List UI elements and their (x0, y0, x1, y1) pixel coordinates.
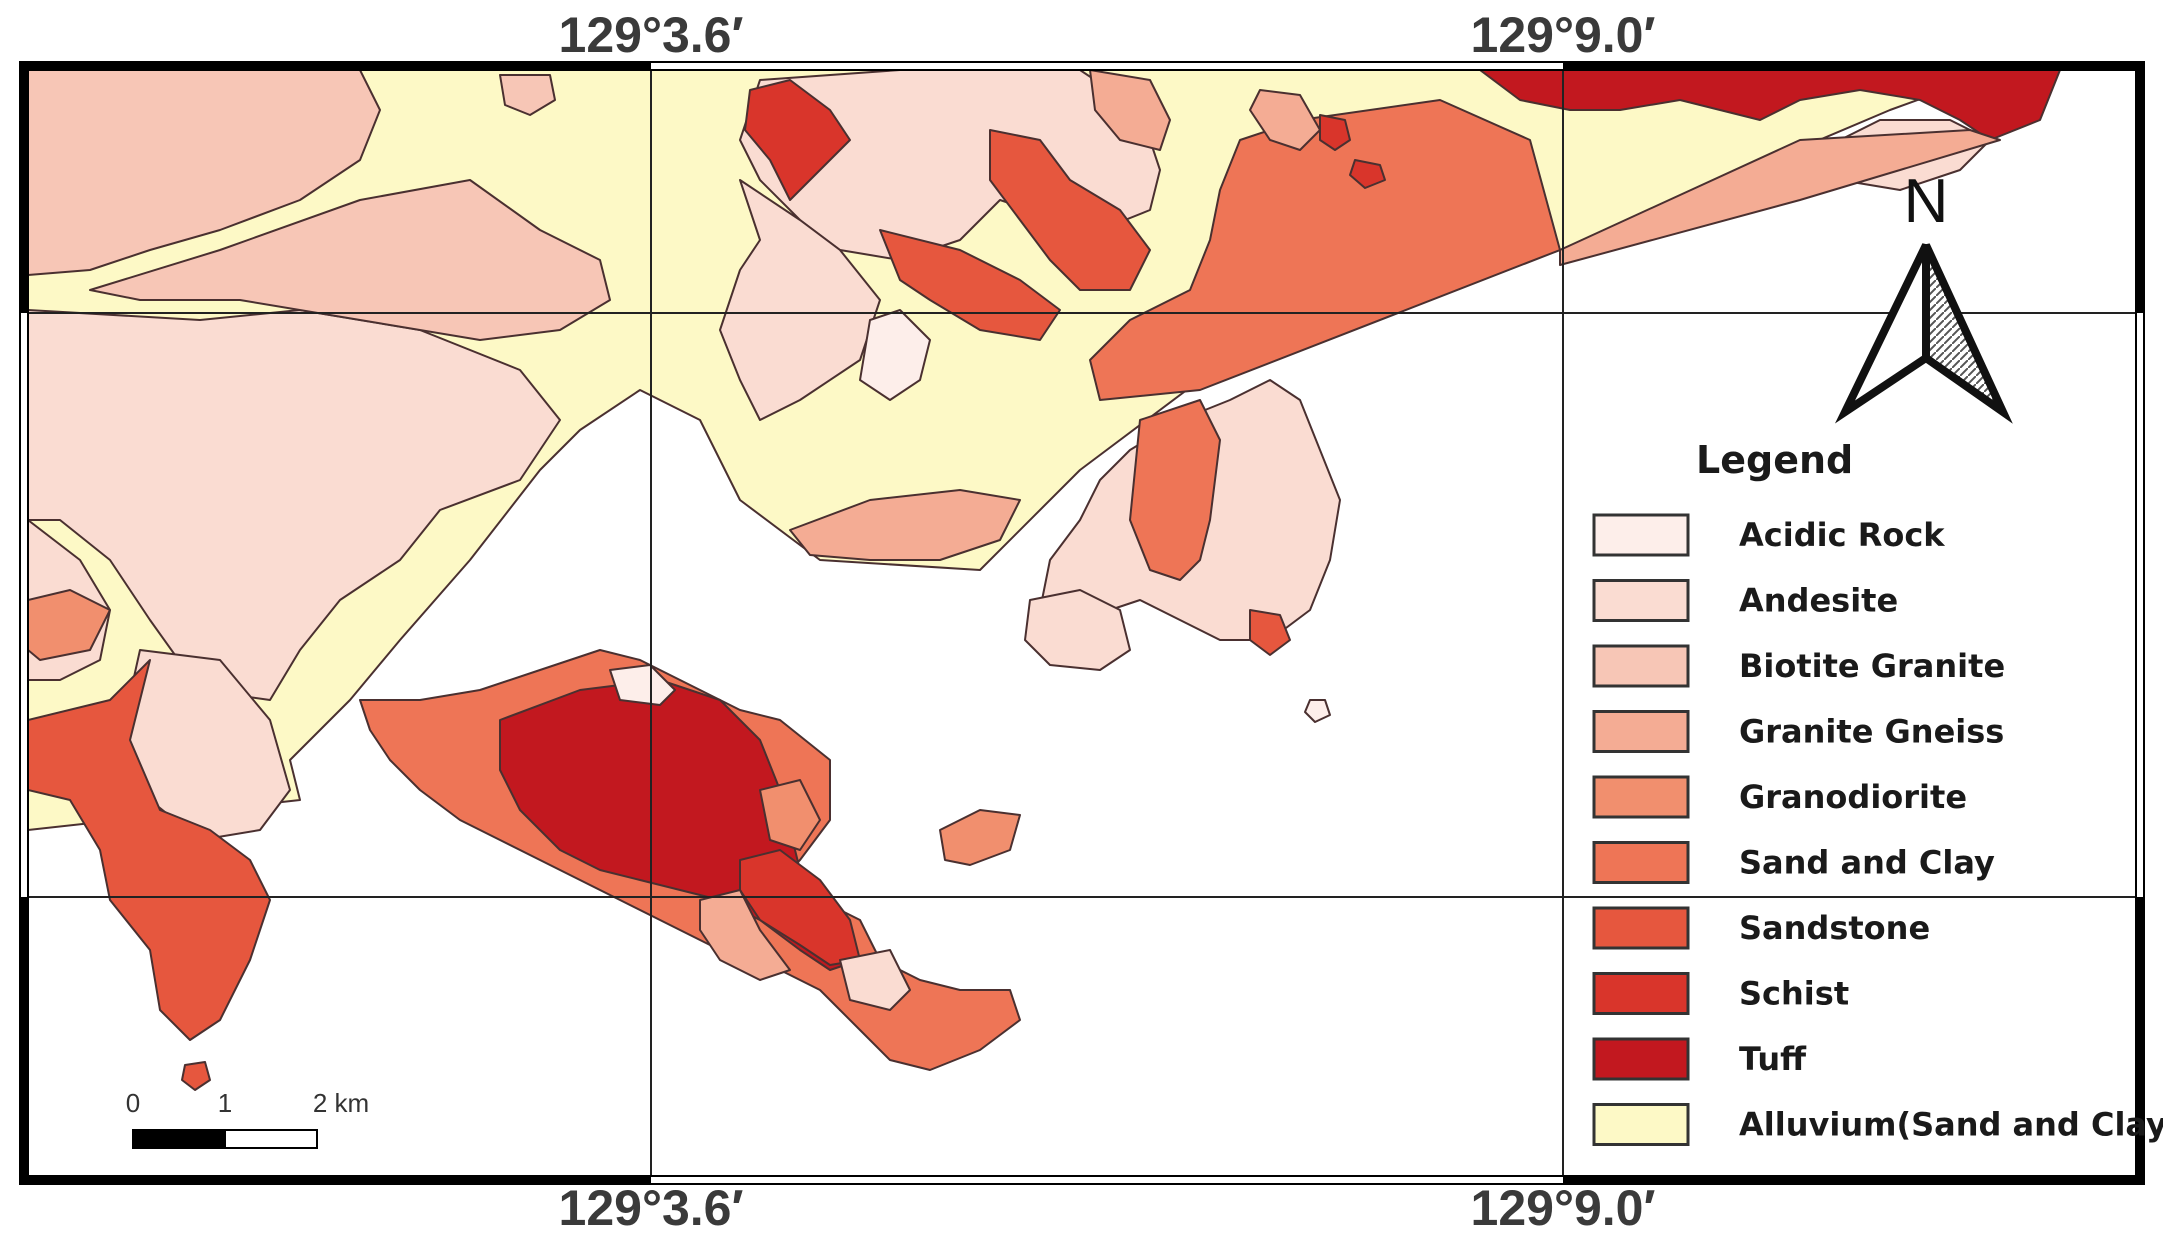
scale-tick-0: 0 (126, 1088, 140, 1118)
scale-segment-white (224, 1129, 318, 1149)
legend-label: Granodiorite (1739, 778, 1967, 816)
legend-title: Legend (1696, 438, 1853, 482)
legend-swatch (1592, 775, 1690, 819)
legend: Legend Acidic Rock Andesite Biotite Granit… (1592, 438, 2163, 1146)
legend-swatch (1592, 710, 1690, 753)
sand-clay-diagonal (1089, 99, 1561, 401)
biotite-granite-small (499, 74, 556, 116)
legend-label: Tuff (1739, 1040, 1807, 1078)
granodiorite-island (759, 779, 821, 851)
granite-gneiss-east (789, 489, 1021, 561)
sandstone-sw-peninsula (28, 659, 271, 1041)
granodiorite-sw (28, 589, 111, 661)
legend-label: Acidic Rock (1739, 516, 1945, 554)
biotite-ne-strip (1559, 129, 2001, 266)
andesite-north-central2 (719, 179, 881, 421)
legend-swatch (1592, 579, 1690, 622)
scale-tick-2: 2 km (313, 1088, 369, 1118)
coord-top-right: 129°9.0′ (1471, 7, 1656, 63)
legend-label: Alluvium(Sand and Clay) (1739, 1106, 2163, 1144)
schist-ne2 (1349, 159, 1386, 189)
andesite-island-tail (839, 949, 911, 1011)
legend-label: Granite Gneiss (1739, 713, 2004, 751)
acidic-island (609, 664, 676, 706)
island-small1 (939, 809, 1021, 866)
andesite-east-island (1024, 589, 1131, 671)
map-content (28, 70, 2136, 1176)
graticule (28, 70, 2136, 1176)
scale-segment-black (132, 1129, 226, 1149)
scale-tick-1: 1 (218, 1088, 232, 1118)
legend-swatch (1592, 841, 1690, 884)
coord-bottom-left: 129°3.6′ (559, 1180, 744, 1236)
legend-label: Sand and Clay (1739, 844, 1995, 882)
island-small2 (1304, 699, 1331, 723)
legend-items: Acidic Rock Andesite Biotite Granite Granit… (1592, 513, 2163, 1146)
biotite-granite-nw (28, 70, 381, 276)
schist-ne1 (1319, 114, 1351, 151)
sandstone-north2 (989, 129, 1151, 291)
legend-label: Andesite (1739, 582, 1898, 620)
map-frame (19, 61, 2145, 1185)
acidic-north (859, 309, 931, 401)
sandstone-east-small (1249, 609, 1291, 656)
legend-label: Schist (1739, 975, 1849, 1013)
north-arrow-right-half (1922, 243, 2013, 424)
sandstone-sw-islet (181, 1061, 211, 1091)
granite-gneiss-north (1089, 70, 1171, 151)
coord-bottom-right: 129°9.0′ (1471, 1180, 1656, 1236)
legend-label: Sandstone (1739, 909, 1930, 947)
scale-bar: 0 1 2 km (126, 1088, 369, 1149)
legend-label: Biotite Granite (1739, 647, 2005, 685)
legend-swatch (1592, 906, 1690, 950)
biotite-granite-nw2 (89, 179, 611, 341)
legend-swatch (1592, 972, 1690, 1015)
legend-swatch (1592, 1037, 1690, 1081)
north-arrow: N (1834, 167, 2013, 424)
legend-swatch (1592, 644, 1690, 688)
legend-swatch (1592, 513, 1690, 557)
north-label: N (1904, 167, 1949, 236)
schist-north (744, 79, 851, 201)
coord-top-left: 129°3.6′ (559, 7, 744, 63)
sand-clay-east-bay (1129, 399, 1221, 581)
legend-swatch (1592, 1103, 1690, 1146)
tuff-ne (1479, 70, 2061, 141)
granite-gneiss-ne (1249, 89, 1321, 151)
